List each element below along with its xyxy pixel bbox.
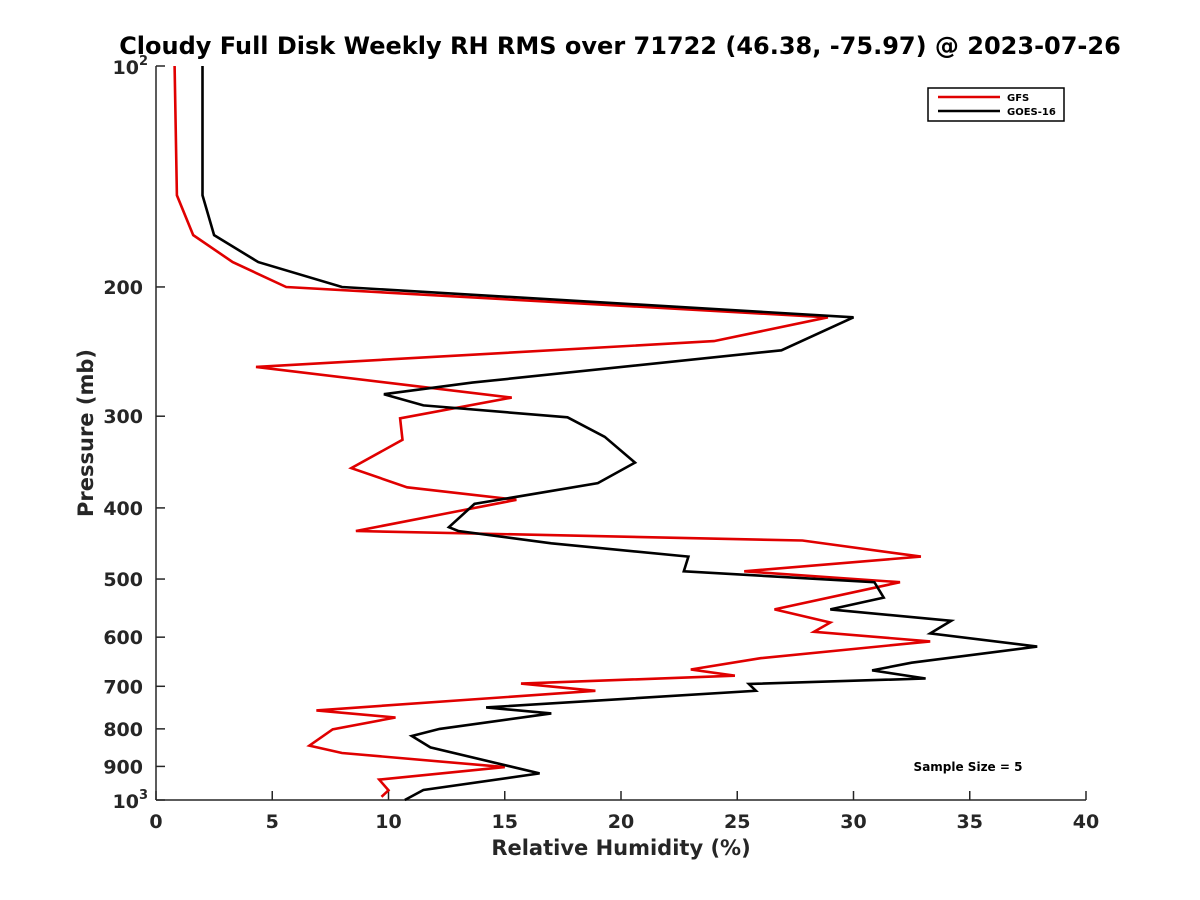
y-tick-label: 900 <box>103 756 143 778</box>
series-line-gfs <box>173 65 931 798</box>
y-tick-label: 600 <box>103 627 143 649</box>
legend-goes16-label: GOES-16 <box>1007 107 1056 118</box>
x-tick-label: 40 <box>1073 811 1099 833</box>
y-tick-label: 700 <box>103 676 143 698</box>
legend-gfs-label: GFS <box>1007 93 1029 104</box>
series-line-goes-16 <box>201 66 1038 802</box>
y-tick-label: 800 <box>103 719 143 741</box>
y-tick-label: 400 <box>103 498 143 520</box>
y-tick-label: 200 <box>103 277 143 299</box>
y-axis-ticks: 102 200 300 400 500 600 700 800 900 103 <box>103 54 165 813</box>
x-axis-label: Relative Humidity (%) <box>491 836 750 860</box>
y-tick-label: 500 <box>103 569 143 591</box>
legend: GFS GOES-16 <box>927 87 1065 122</box>
chart-title: Cloudy Full Disk Weekly RH RMS over 7172… <box>119 32 1121 60</box>
y-tick-label: 103 <box>113 788 149 813</box>
x-tick-label: 20 <box>608 811 634 833</box>
x-tick-label: 30 <box>840 811 866 833</box>
y-axis-label: Pressure (mb) <box>74 349 98 517</box>
x-tick-label: 25 <box>724 811 750 833</box>
legend-box <box>927 87 1065 122</box>
y-tick-label: 102 <box>113 54 149 79</box>
x-tick-label: 5 <box>266 811 279 833</box>
x-axis-ticks: 0 5 10 15 20 25 30 35 40 <box>149 791 1099 833</box>
plot-area <box>155 66 1086 801</box>
x-tick-label: 15 <box>492 811 518 833</box>
sample-size-annotation: Sample Size = 5 <box>914 760 1023 774</box>
x-tick-label: 0 <box>149 811 162 833</box>
x-tick-label: 35 <box>957 811 983 833</box>
y-tick-label: 300 <box>103 406 143 428</box>
series-layer <box>173 65 1038 802</box>
x-tick-label: 10 <box>375 811 401 833</box>
